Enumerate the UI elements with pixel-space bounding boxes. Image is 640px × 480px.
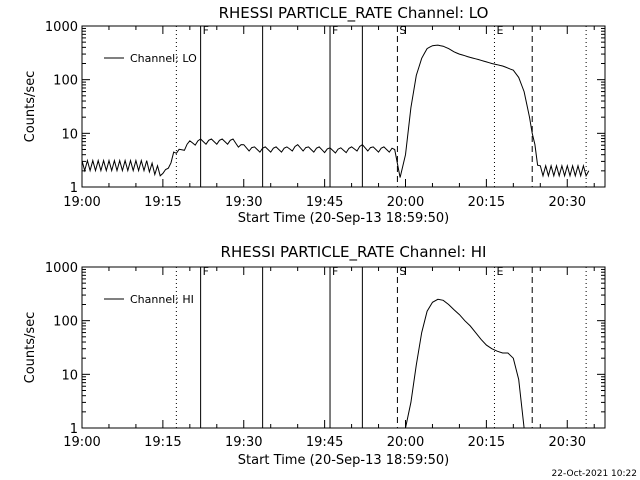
legend-label: Channel: HI xyxy=(130,293,194,306)
y-tick-label: 10 xyxy=(61,127,78,142)
flag-letter: E xyxy=(496,24,503,37)
panel-hi-channel: RHESSI PARTICLE_RATE Channel: HI 19:00 19:… xyxy=(23,243,606,468)
x-tick-label: 19:15 xyxy=(144,195,181,210)
x-tick-label: 20:30 xyxy=(549,435,586,450)
x-tick-label: 20:15 xyxy=(468,435,505,450)
x-tick-label: 19:30 xyxy=(225,435,262,450)
footer-timestamp: 22-Oct-2021 10:22 xyxy=(552,469,637,479)
series-line xyxy=(405,298,525,429)
flag-letter: F xyxy=(203,24,209,37)
flag-letter: F xyxy=(203,265,209,278)
x-tick-label: 19:00 xyxy=(63,435,100,450)
x-tick-label: 19:45 xyxy=(306,195,343,210)
flag-letter: F xyxy=(332,24,338,37)
panel-lo-channel: RHESSI PARTICLE_RATE Channel: LO 19:00 19:… xyxy=(23,4,606,226)
y-tick-label: 100 xyxy=(53,315,78,330)
y-axis-label: Counts/sec xyxy=(23,312,38,384)
flag-letter: E xyxy=(496,265,503,278)
y-tick-label: 1 xyxy=(70,181,78,196)
x-tick-label: 19:00 xyxy=(63,195,100,210)
x-tick-label: 20:00 xyxy=(387,435,424,450)
y-tick-label: 1 xyxy=(70,422,78,437)
y-tick-label: 1000 xyxy=(45,261,78,276)
x-tick-label: 20:00 xyxy=(387,195,424,210)
flag-letter: S xyxy=(399,24,406,37)
flag-letter: S xyxy=(399,265,406,278)
y-axis-label: Counts/sec xyxy=(23,71,38,143)
plot-frame xyxy=(81,266,606,429)
x-tick-label: 20:15 xyxy=(468,195,505,210)
y-tick-label: 100 xyxy=(53,74,78,89)
x-tick-label: 19:45 xyxy=(306,435,343,450)
x-tick-label: 19:30 xyxy=(225,195,262,210)
x-tick-label: 19:15 xyxy=(144,435,181,450)
plot-frame xyxy=(81,25,606,188)
chart-title: RHESSI PARTICLE_RATE Channel: HI xyxy=(221,243,487,262)
x-axis-label: Start Time (20-Sep-13 18:59:50) xyxy=(238,453,449,468)
x-axis-label: Start Time (20-Sep-13 18:59:50) xyxy=(238,211,449,226)
y-tick-label: 1000 xyxy=(45,20,78,35)
series-line xyxy=(81,44,590,178)
flag-letter: F xyxy=(332,265,338,278)
chart-title: RHESSI PARTICLE_RATE Channel: LO xyxy=(219,4,489,23)
x-tick-label: 20:30 xyxy=(549,195,586,210)
legend-label: Channel: LO xyxy=(130,52,197,65)
y-tick-label: 10 xyxy=(61,368,78,383)
